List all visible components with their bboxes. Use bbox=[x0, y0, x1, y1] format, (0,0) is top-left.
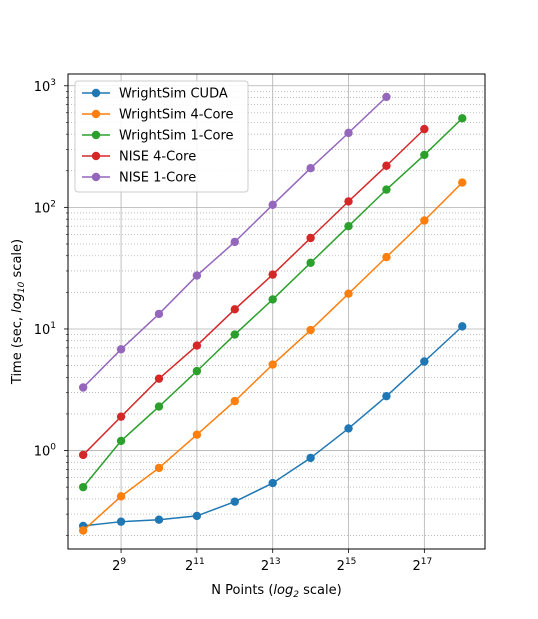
y-tick-label: 101 bbox=[34, 321, 56, 338]
data-point bbox=[192, 366, 202, 376]
series-wrightsim-cuda bbox=[78, 322, 467, 531]
data-point bbox=[154, 309, 164, 319]
legend-label: WrightSim 1-Core bbox=[119, 129, 234, 144]
data-point bbox=[78, 450, 88, 460]
data-point bbox=[382, 252, 391, 262]
data-point bbox=[230, 497, 239, 506]
data-point bbox=[420, 357, 429, 366]
series-wrightsim-1-core bbox=[78, 114, 467, 492]
data-point bbox=[116, 345, 126, 354]
x-axis-label: N Points (log2 scale) bbox=[211, 583, 341, 600]
data-point bbox=[116, 412, 126, 421]
legend-swatch-marker bbox=[91, 130, 101, 140]
data-point bbox=[192, 271, 202, 280]
y-tick-label: 103 bbox=[34, 78, 56, 95]
data-point bbox=[344, 128, 353, 138]
legend-item: WrightSim 1-Core bbox=[82, 129, 234, 144]
x-tick-label: 211 bbox=[185, 557, 205, 574]
data-point bbox=[382, 161, 391, 170]
legend-item: NISE 1-Core bbox=[82, 171, 196, 186]
legend-label: NISE 1-Core bbox=[119, 171, 196, 186]
legend-label: WrightSim CUDA bbox=[119, 87, 228, 102]
data-point bbox=[78, 526, 88, 535]
legend-swatch-marker bbox=[91, 151, 101, 161]
y-tick-label: 100 bbox=[34, 443, 57, 460]
plot-area-frame bbox=[67, 73, 486, 550]
data-point bbox=[382, 391, 391, 401]
data-point bbox=[192, 341, 202, 350]
data-point bbox=[154, 515, 164, 524]
data-point bbox=[306, 453, 315, 463]
data-point bbox=[344, 424, 353, 433]
data-point bbox=[154, 463, 164, 473]
data-point bbox=[306, 233, 315, 243]
data-point bbox=[382, 92, 391, 102]
data-point bbox=[192, 511, 202, 521]
series-nise-1-core bbox=[78, 92, 391, 392]
series-wrightsim-4-core bbox=[78, 178, 467, 535]
data-point bbox=[78, 383, 88, 392]
legend-item: WrightSim CUDA bbox=[82, 87, 228, 102]
data-point bbox=[306, 258, 315, 268]
data-point bbox=[230, 330, 239, 339]
x-tick-label: 215 bbox=[337, 557, 357, 574]
data-point bbox=[230, 396, 239, 406]
legend-label: NISE 4-Core bbox=[119, 150, 196, 165]
data-point bbox=[116, 517, 126, 526]
data-point bbox=[268, 200, 277, 209]
axis-ticks: 100 101 102 103 29 211 213 215 217 bbox=[34, 78, 432, 574]
x-tick-label: 29 bbox=[112, 557, 126, 574]
legend-box bbox=[74, 80, 249, 193]
data-point bbox=[458, 178, 467, 187]
data-point bbox=[458, 322, 467, 331]
x-tick-label: 217 bbox=[412, 557, 432, 574]
series-layer bbox=[78, 92, 467, 535]
legend-swatch-marker bbox=[91, 88, 101, 98]
data-point bbox=[192, 430, 202, 439]
data-point bbox=[230, 237, 239, 247]
data-point bbox=[306, 163, 315, 173]
data-point bbox=[78, 482, 88, 492]
data-point bbox=[268, 295, 277, 304]
legend: WrightSim CUDA WrightSim 4-Core WrightSim … bbox=[74, 80, 249, 193]
data-point bbox=[154, 374, 164, 383]
data-point bbox=[306, 325, 315, 335]
data-point bbox=[344, 197, 353, 206]
series-nise-4-core bbox=[78, 124, 429, 460]
data-point bbox=[116, 436, 126, 446]
y-tick-label: 102 bbox=[34, 199, 56, 216]
data-point bbox=[268, 360, 277, 369]
data-point bbox=[458, 114, 467, 123]
data-point bbox=[154, 402, 164, 411]
y-axis-label: Time (sec, log10 scale) bbox=[10, 239, 27, 385]
legend-swatch-marker bbox=[91, 172, 101, 182]
data-point bbox=[116, 492, 126, 501]
data-point bbox=[420, 150, 429, 160]
legend-item: WrightSim 4-Core bbox=[82, 108, 234, 123]
data-point bbox=[268, 270, 277, 279]
data-point bbox=[420, 124, 429, 134]
data-point bbox=[420, 216, 429, 225]
data-point bbox=[382, 185, 391, 194]
legend-label: WrightSim 4-Core bbox=[119, 108, 234, 123]
legend-item: NISE 4-Core bbox=[82, 150, 196, 165]
series-line bbox=[82, 128, 425, 456]
data-point bbox=[230, 305, 239, 314]
data-point bbox=[344, 289, 353, 298]
data-point bbox=[344, 222, 353, 231]
data-point bbox=[268, 478, 277, 488]
x-tick-label: 213 bbox=[261, 557, 281, 574]
legend-swatch-marker bbox=[91, 109, 101, 119]
